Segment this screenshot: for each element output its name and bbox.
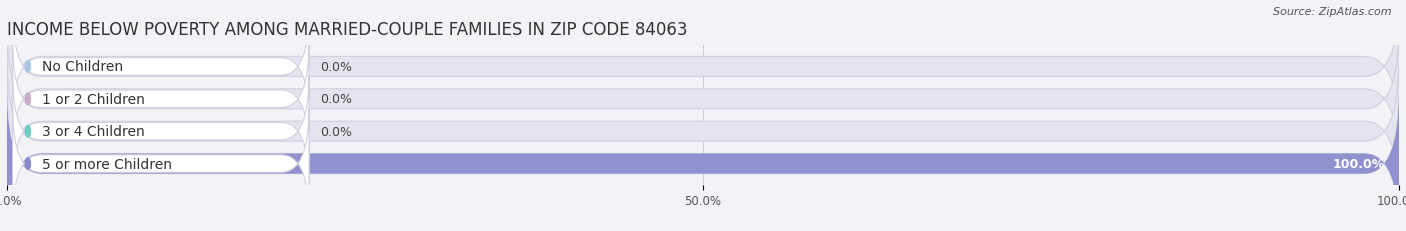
Text: INCOME BELOW POVERTY AMONG MARRIED-COUPLE FAMILIES IN ZIP CODE 84063: INCOME BELOW POVERTY AMONG MARRIED-COUPL…	[7, 21, 688, 39]
FancyBboxPatch shape	[13, 44, 309, 155]
FancyBboxPatch shape	[13, 108, 309, 220]
Circle shape	[25, 158, 31, 170]
FancyBboxPatch shape	[7, 0, 1399, 138]
Circle shape	[25, 94, 31, 105]
Circle shape	[25, 61, 31, 73]
Text: 3 or 4 Children: 3 or 4 Children	[42, 125, 145, 139]
Circle shape	[25, 126, 31, 137]
Text: 5 or more Children: 5 or more Children	[42, 157, 172, 171]
FancyBboxPatch shape	[7, 93, 1399, 231]
FancyBboxPatch shape	[7, 29, 1399, 170]
Text: 0.0%: 0.0%	[321, 125, 353, 138]
FancyBboxPatch shape	[13, 11, 309, 123]
Text: No Children: No Children	[42, 60, 122, 74]
FancyBboxPatch shape	[13, 76, 309, 187]
Text: Source: ZipAtlas.com: Source: ZipAtlas.com	[1274, 7, 1392, 17]
FancyBboxPatch shape	[7, 93, 1399, 231]
Text: 1 or 2 Children: 1 or 2 Children	[42, 92, 145, 106]
Text: 100.0%: 100.0%	[1333, 157, 1385, 170]
Text: 0.0%: 0.0%	[321, 61, 353, 74]
Text: 0.0%: 0.0%	[321, 93, 353, 106]
FancyBboxPatch shape	[7, 61, 1399, 202]
